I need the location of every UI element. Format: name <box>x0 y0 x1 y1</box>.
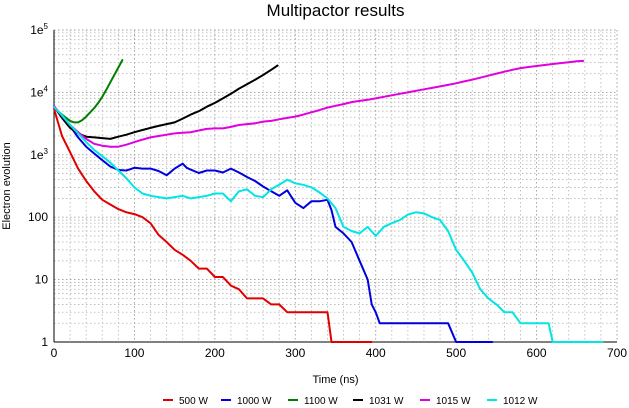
legend-item: 1100 W <box>288 396 338 407</box>
x-tick-label: 400 <box>366 346 386 360</box>
series-line-1031-w <box>53 64 279 140</box>
x-tick-label: 0 <box>51 346 58 360</box>
grid <box>53 29 618 343</box>
x-tick-label: 300 <box>285 346 305 360</box>
y-axis-title: Electron evolution <box>1 142 13 229</box>
y-tick-label: 1e3 <box>30 147 48 162</box>
legend-item: 1015 W <box>420 396 471 407</box>
y-tick-label: 100 <box>28 210 48 224</box>
y-tick-label: 1 <box>41 335 48 349</box>
chart-title: Multipactor results <box>267 1 405 20</box>
y-tick-label: 1e4 <box>30 84 48 99</box>
y-tick-label: 10 <box>35 273 49 287</box>
series-line-500-w <box>53 107 373 343</box>
x-tick-label: 600 <box>527 346 547 360</box>
legend-item: 1000 W <box>221 396 272 407</box>
legend-label: 500 W <box>179 396 208 407</box>
x-tick-label: 700 <box>607 346 627 360</box>
x-tick-label: 200 <box>205 346 225 360</box>
legend-item: 1031 W <box>353 396 404 407</box>
x-tick-label: 500 <box>446 346 466 360</box>
legend: 500 W 1000 W 1100 W 1031 W 1015 W 1012 W <box>163 396 538 407</box>
y-tick-label: 1e5 <box>30 22 48 37</box>
series-line-1015-w <box>53 59 585 148</box>
legend-item: 1012 W <box>487 396 538 407</box>
series-line-1012-w <box>53 106 604 343</box>
series-line-1000-w <box>53 106 494 343</box>
series-line-1100-w <box>53 59 124 124</box>
axes <box>53 30 617 343</box>
x-axis-title: Time (ns) <box>312 374 358 386</box>
legend-label: 1012 W <box>503 396 538 407</box>
legend-label: 1031 W <box>369 396 404 407</box>
legend-item: 500 W <box>163 396 208 407</box>
tick-labels: 0 100 200 300 400 500 600 700 1 10 100 1e3 1e4 1e5 <box>28 22 627 360</box>
legend-label: 1100 W <box>304 396 338 407</box>
legend-label: 1015 W <box>436 396 471 407</box>
series-lines <box>53 59 604 343</box>
x-tick-label: 100 <box>124 346 144 360</box>
legend-label: 1000 W <box>237 396 272 407</box>
